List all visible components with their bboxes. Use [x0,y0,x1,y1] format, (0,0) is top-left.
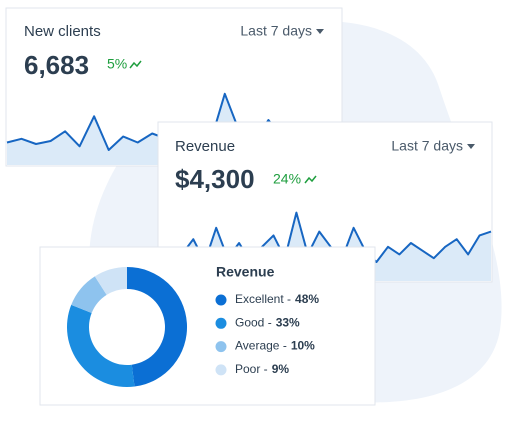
legend-name: Average - [235,339,287,353]
legend-dot [215,294,227,306]
legend-name: Poor - [235,362,268,376]
card-change: 24% [273,171,301,187]
legend-dot [215,341,227,353]
card: Revenue Excellent - 48% Good - 33% Average -… [39,246,376,406]
legend-value: 10% [291,339,315,353]
trend-icon [129,60,142,69]
period-dropdown[interactable]: Last 7 days [240,23,312,39]
donut-segment [94,267,127,295]
donut-segment [71,276,107,314]
legend-dot [215,317,227,329]
legend-dot [215,364,227,376]
card-value: 6,683 [24,50,89,80]
legend-value: 33% [276,315,300,329]
legend-entry: Poor - 9% [235,362,289,376]
legend-name: Excellent - [235,292,291,306]
card-bg [39,246,376,406]
donut-title: Revenue [216,264,275,280]
donut-segment [66,304,135,388]
legend-entry: Excellent - 48% [235,292,319,306]
legend-entry: Good - 33% [235,315,300,329]
legend-name: Good - [235,315,272,329]
caret [316,29,324,34]
card-value: $4,300 [175,164,255,194]
trend-icon [304,175,317,184]
sparkline-line [158,211,492,267]
caret [467,144,475,149]
period-dropdown[interactable]: Last 7 days [391,138,463,154]
card-change: 5% [107,56,127,72]
legend-value: 48% [295,292,319,306]
donut-segment [127,267,188,387]
legend-entry: Average - 10% [235,339,315,353]
card-title: New clients [24,23,101,40]
card-title: Revenue [175,138,235,155]
legend-value: 9% [272,362,290,376]
